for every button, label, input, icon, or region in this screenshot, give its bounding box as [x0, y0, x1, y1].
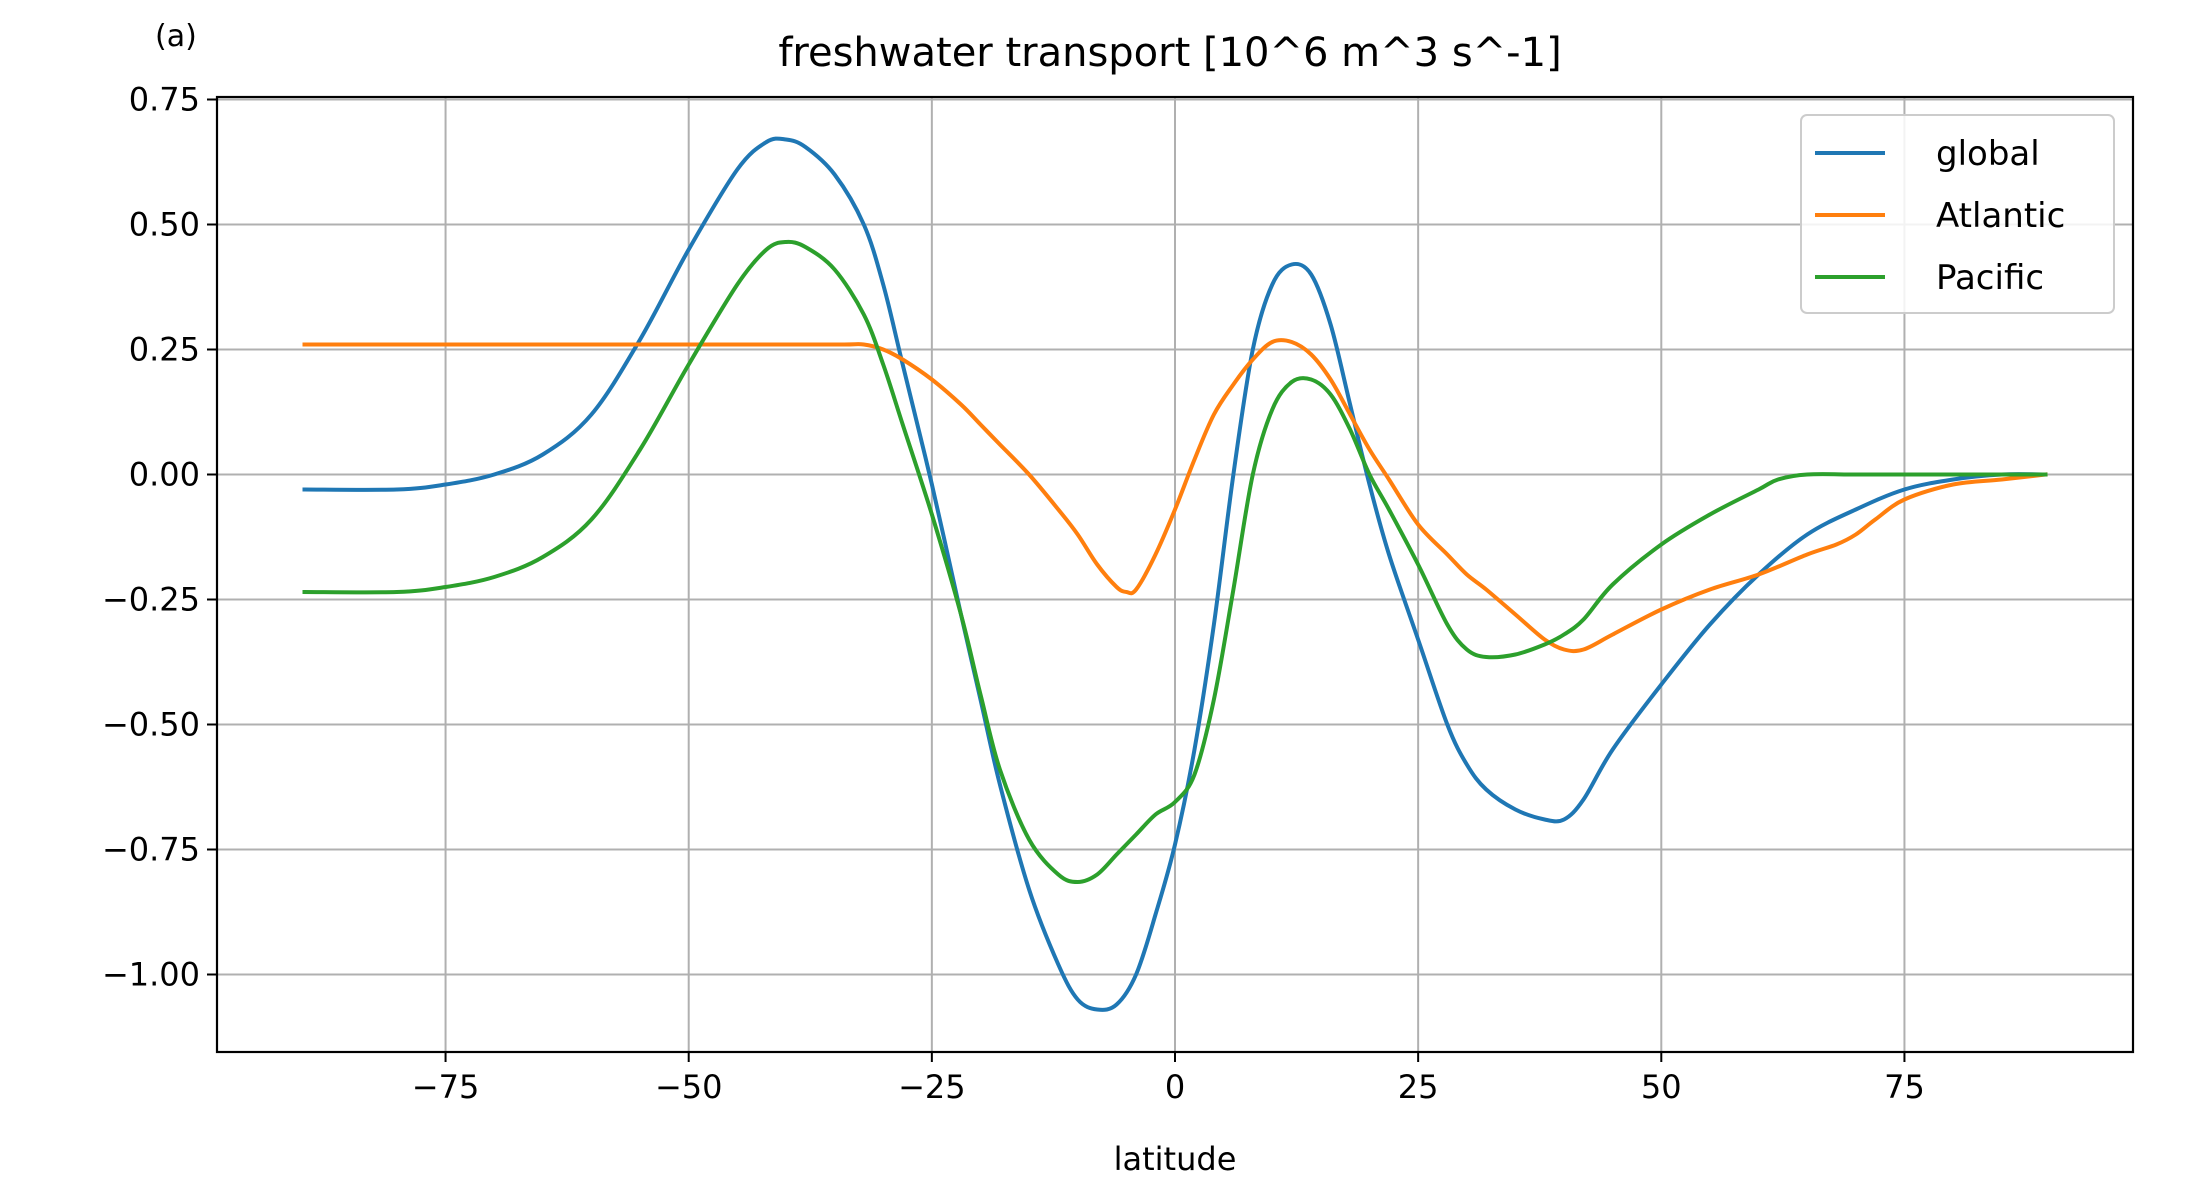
legend-label: Pacific [1936, 258, 2044, 298]
panel-label: (a) [155, 19, 197, 54]
y-tick-label: 0.25 [129, 331, 200, 369]
series-line-pacific [302, 239, 2048, 884]
legend-label: Atlantic [1936, 196, 2065, 236]
y-tick-label: 0.00 [129, 456, 200, 494]
y-axis: 0.75 0.50 0.25 0.00 −0.25 −0.50 −0.75 −1.00 [102, 81, 217, 994]
y-tick-label: 0.50 [129, 206, 200, 244]
legend-box [1800, 114, 2115, 314]
legend: global Atlantic Pacific [1800, 114, 2115, 314]
chart-title: freshwater transport [10^6 m^3 s^-1] [778, 30, 1561, 76]
series-line-atlantic [302, 338, 2048, 654]
x-axis: −75 −50 −25 0 25 50 75 [412, 1052, 1925, 1106]
x-tick-label: 25 [1398, 1068, 1439, 1106]
x-tick-label: 0 [1165, 1068, 1185, 1106]
x-tick-label: 75 [1884, 1068, 1925, 1106]
x-axis-label: latitude [1114, 1140, 1237, 1178]
x-tick-label: −75 [412, 1068, 480, 1106]
legend-label: global [1936, 134, 2040, 174]
x-tick-label: −50 [655, 1068, 723, 1106]
x-tick-label: 50 [1641, 1068, 1682, 1106]
series-layer [302, 136, 2048, 1012]
y-tick-label: −0.25 [102, 581, 200, 619]
y-tick-label: −0.75 [102, 831, 200, 869]
y-tick-label: −0.50 [102, 706, 200, 744]
x-tick-label: −25 [898, 1068, 966, 1106]
y-tick-label: −1.00 [102, 956, 200, 994]
y-tick-label: 0.75 [129, 81, 200, 119]
series-line-global [302, 136, 2048, 1012]
